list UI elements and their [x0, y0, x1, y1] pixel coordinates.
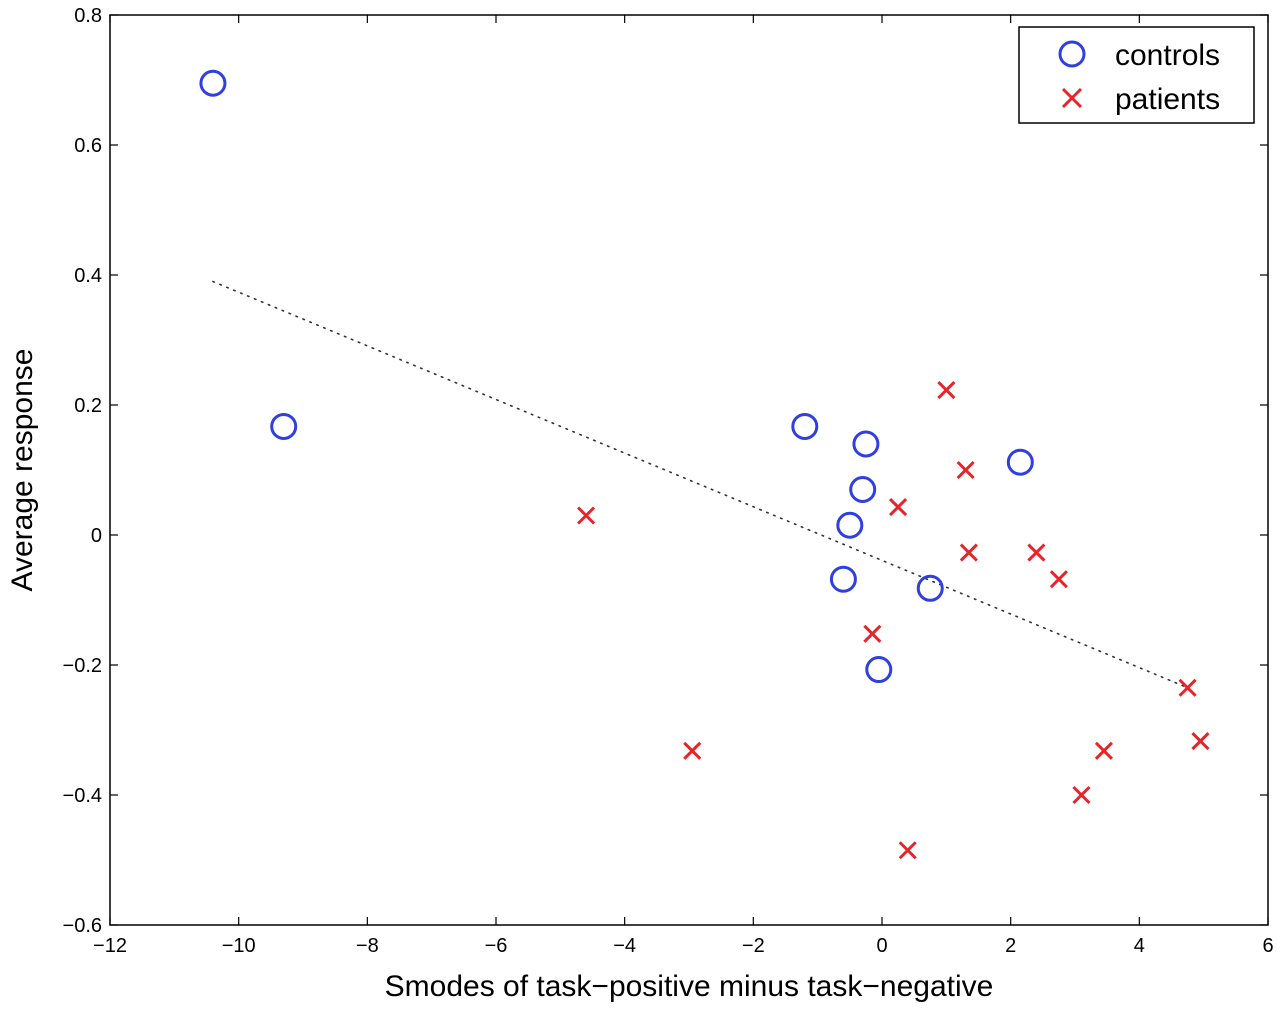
- point-controls: [829, 565, 857, 593]
- point-controls: [270, 412, 298, 440]
- point-patients: [1094, 741, 1114, 760]
- y-tick-label: 0: [91, 525, 102, 547]
- x-tick-label: 0: [876, 935, 887, 957]
- y-tick-label: −0.4: [63, 785, 102, 807]
- point-controls: [852, 430, 880, 458]
- point-patients: [1178, 678, 1197, 697]
- point-patients: [937, 380, 956, 400]
- y-tick-label: 0.8: [74, 5, 102, 27]
- point-patients: [1072, 785, 1091, 805]
- y-tick-label: −0.2: [63, 655, 102, 677]
- point-patients: [863, 624, 882, 643]
- point-patients: [577, 506, 596, 525]
- legend-controls-label: controls: [1115, 39, 1220, 72]
- y-tick-label: 0.2: [74, 395, 102, 417]
- legend: controls patients: [1018, 26, 1255, 124]
- point-patients: [683, 741, 702, 760]
- x-axis-label: Smodes of task−positive minus task−negat…: [385, 970, 994, 1003]
- x-tick-label: 2: [1005, 935, 1016, 957]
- point-controls: [865, 656, 893, 684]
- y-tick-label: −0.6: [63, 915, 102, 937]
- x-tick-label: 6: [1262, 935, 1273, 957]
- y-tick-label: 0.6: [74, 135, 102, 157]
- point-controls: [1006, 448, 1034, 476]
- legend-patients-marker: [1061, 87, 1083, 109]
- y-tick-label: 0.4: [74, 265, 102, 287]
- point-controls: [836, 511, 864, 539]
- legend-box: [1018, 26, 1255, 124]
- point-patients: [889, 497, 908, 517]
- point-patients: [959, 543, 978, 562]
- point-controls: [199, 69, 227, 97]
- point-patients: [1191, 731, 1210, 751]
- x-tick-label: −6: [485, 935, 508, 957]
- point-patients: [898, 841, 917, 860]
- legend-controls-marker: [1058, 40, 1086, 68]
- x-tick-label: −12: [93, 935, 127, 957]
- x-tick-label: −10: [222, 935, 256, 957]
- x-tick-label: −4: [613, 935, 636, 957]
- x-tick-label: −8: [356, 935, 379, 957]
- point-controls: [916, 574, 944, 602]
- point-patients: [1049, 570, 1068, 589]
- data-points: [199, 69, 1210, 860]
- plot-area: [109, 14, 1269, 926]
- y-axis-label: Average response: [6, 349, 39, 592]
- x-tick-label: 4: [1134, 935, 1145, 957]
- legend-patients-label: patients: [1115, 83, 1220, 116]
- point-patients: [956, 460, 975, 480]
- point-patients: [1027, 543, 1046, 562]
- point-controls: [791, 412, 819, 440]
- x-tick-label: −2: [742, 935, 765, 957]
- axis-ticks: −12 −10 −8 −6 −4 −2 0 2 4 6 −0.6 −0.4 −0.2 0 0.2 0.4 0.6…: [63, 5, 1274, 957]
- point-controls: [849, 476, 877, 503]
